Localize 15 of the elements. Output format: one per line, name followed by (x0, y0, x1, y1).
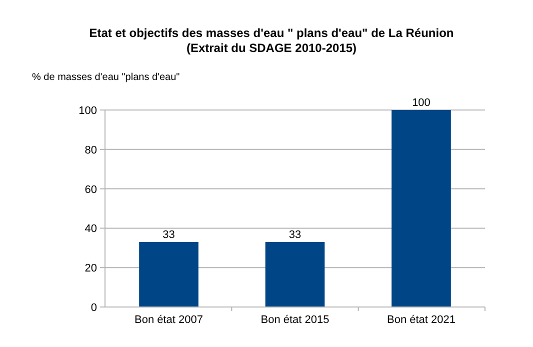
y-tick-label: 100 (78, 105, 97, 117)
data-label: 33 (162, 228, 175, 241)
data-label: 100 (412, 97, 430, 109)
x-tick-label: Bon état 2015 (260, 314, 330, 326)
y-tick-label: 0 (90, 302, 97, 314)
x-tick-label: Bon état 2007 (134, 314, 204, 326)
y-tick-label: 40 (84, 223, 97, 236)
y-tick-label: 20 (84, 262, 97, 275)
x-tick-label: Bon état 2021 (386, 314, 456, 326)
chart-title: Etat et objectifs des masses d'eau " plans d'eau" de La Réunion (89, 26, 454, 40)
data-label: 33 (288, 228, 302, 241)
y-tick-label: 80 (84, 144, 97, 156)
chart-subtitle: (Extrait du SDAGE 2010-2015) (186, 41, 357, 55)
y-axis-title: % de masses d'eau "plans d'eau" (32, 72, 180, 83)
y-tick-label: 60 (84, 184, 97, 196)
